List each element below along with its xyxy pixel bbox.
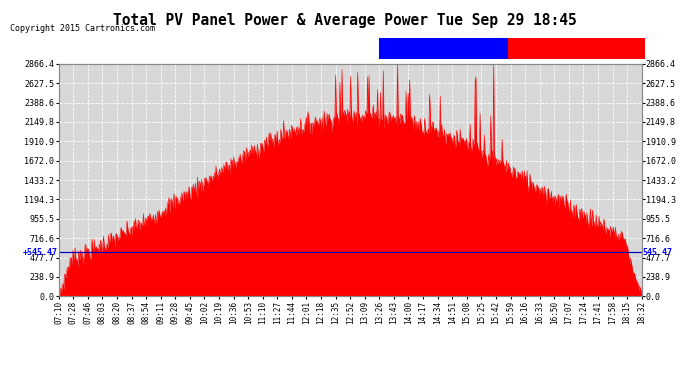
Text: Total PV Panel Power & Average Power Tue Sep 29 18:45: Total PV Panel Power & Average Power Tue… (113, 13, 577, 28)
Text: +545.47: +545.47 (23, 248, 58, 256)
Text: Average  (DC Watts): Average (DC Watts) (382, 44, 475, 53)
Text: 545.47: 545.47 (642, 248, 672, 256)
Text: PV Panels  (DC Watts): PV Panels (DC Watts) (511, 44, 613, 53)
Bar (508, 38, 644, 59)
Text: Copyright 2015 Cartronics.com: Copyright 2015 Cartronics.com (10, 24, 155, 33)
Bar (380, 38, 508, 59)
